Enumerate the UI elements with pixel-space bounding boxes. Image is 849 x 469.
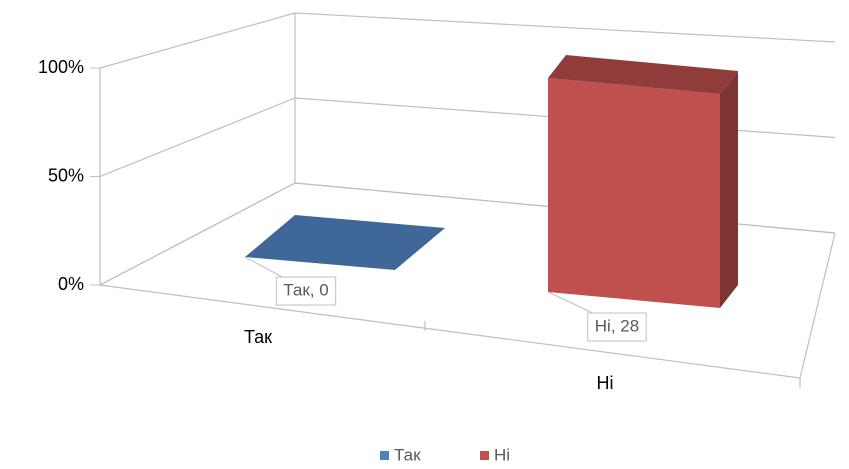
bar — [245, 215, 445, 270]
y-tick-label: 100% — [38, 57, 84, 77]
x-tick-label: Ні — [597, 373, 614, 393]
data-label: Так, 0 — [283, 280, 328, 299]
label-box — [587, 312, 647, 342]
legend-swatch — [380, 451, 389, 460]
y-tick-label: 0% — [58, 274, 84, 294]
leader-line — [244, 256, 287, 280]
legend-swatch — [480, 451, 489, 460]
bar-side — [720, 71, 738, 308]
bar — [548, 55, 738, 308]
data-label: Ні, 28 — [595, 316, 639, 335]
bar-top — [548, 55, 738, 94]
legend-label: Ні — [494, 445, 510, 464]
bar-front — [548, 78, 720, 308]
leader-line — [547, 291, 598, 316]
legend-label: Так — [394, 445, 421, 464]
grid-line — [99, 12, 836, 69]
x-tick-label: Так — [244, 327, 272, 347]
bar-top — [245, 215, 445, 270]
y-tick-label: 50% — [48, 165, 84, 185]
label-box — [275, 276, 337, 306]
